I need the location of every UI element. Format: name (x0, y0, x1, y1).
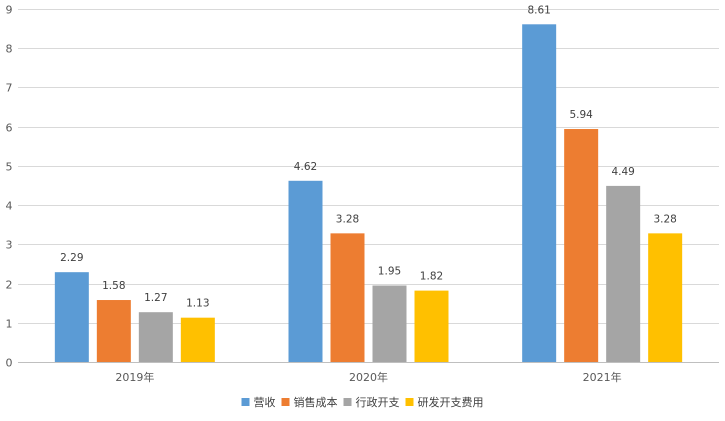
x-category-label: 2019年 (115, 370, 154, 384)
y-tick-label: 0 (6, 357, 13, 370)
bar (138, 312, 173, 362)
y-tick-label: 5 (6, 161, 13, 174)
bars (54, 24, 683, 363)
data-label: 1.13 (186, 298, 209, 310)
x-category-label: 2021年 (583, 370, 622, 384)
y-tick-label: 3 (6, 239, 13, 252)
legend: 营收 销售成本 行政开支 研发开支费用 (241, 395, 484, 409)
legend-swatch (405, 398, 414, 406)
bar (414, 290, 449, 362)
data-label: 5.94 (569, 109, 593, 121)
bar (180, 317, 215, 362)
legend-swatch (281, 398, 290, 406)
legend-item: 销售成本 (281, 395, 338, 409)
data-label: 1.82 (420, 271, 443, 283)
legend-item: 营收 (241, 395, 276, 409)
x-axis-categories: 2019年 2020年 2021年 (115, 370, 621, 384)
bar (96, 300, 131, 362)
legend-item: 行政开支 (343, 395, 400, 409)
bar (330, 233, 365, 362)
bar (648, 233, 683, 362)
legend-swatch (241, 398, 250, 406)
y-tick-label: 4 (6, 200, 13, 213)
y-tick-label: 8 (6, 43, 13, 56)
data-label: 3.28 (336, 213, 359, 225)
legend-swatch (343, 398, 352, 406)
data-label: 1.95 (378, 266, 401, 278)
data-label: 3.28 (653, 213, 676, 225)
data-label: 4.49 (611, 166, 634, 178)
data-label: 8.61 (527, 4, 550, 16)
data-labels: 2.29 1.58 1.27 1.13 4.62 3.28 1.95 1.82 8.61 5.94… (60, 4, 677, 309)
legend-label: 研发开支费用 (418, 395, 484, 409)
bar (522, 24, 557, 363)
legend-label: 营收 (254, 395, 276, 409)
data-label: 4.62 (294, 161, 317, 173)
gridlines (18, 9, 719, 363)
y-tick-label: 1 (6, 318, 13, 331)
bar (372, 285, 407, 362)
y-tick-label: 7 (6, 82, 13, 95)
legend-label: 销售成本 (294, 395, 338, 409)
data-label: 2.29 (60, 252, 83, 264)
bar (606, 185, 641, 362)
data-label: 1.58 (102, 280, 125, 292)
bar (564, 129, 599, 362)
bar (288, 180, 323, 362)
legend-label: 行政开支 (356, 395, 400, 409)
y-tick-label: 9 (6, 4, 13, 17)
bar (54, 272, 89, 362)
y-axis-ticks: 0 1 2 3 4 5 6 7 8 9 (6, 4, 13, 370)
y-tick-label: 2 (6, 279, 13, 292)
x-category-label: 2020年 (349, 370, 388, 384)
y-tick-label: 6 (6, 122, 13, 135)
legend-item: 研发开支费用 (405, 395, 484, 409)
data-label: 1.27 (144, 292, 167, 304)
